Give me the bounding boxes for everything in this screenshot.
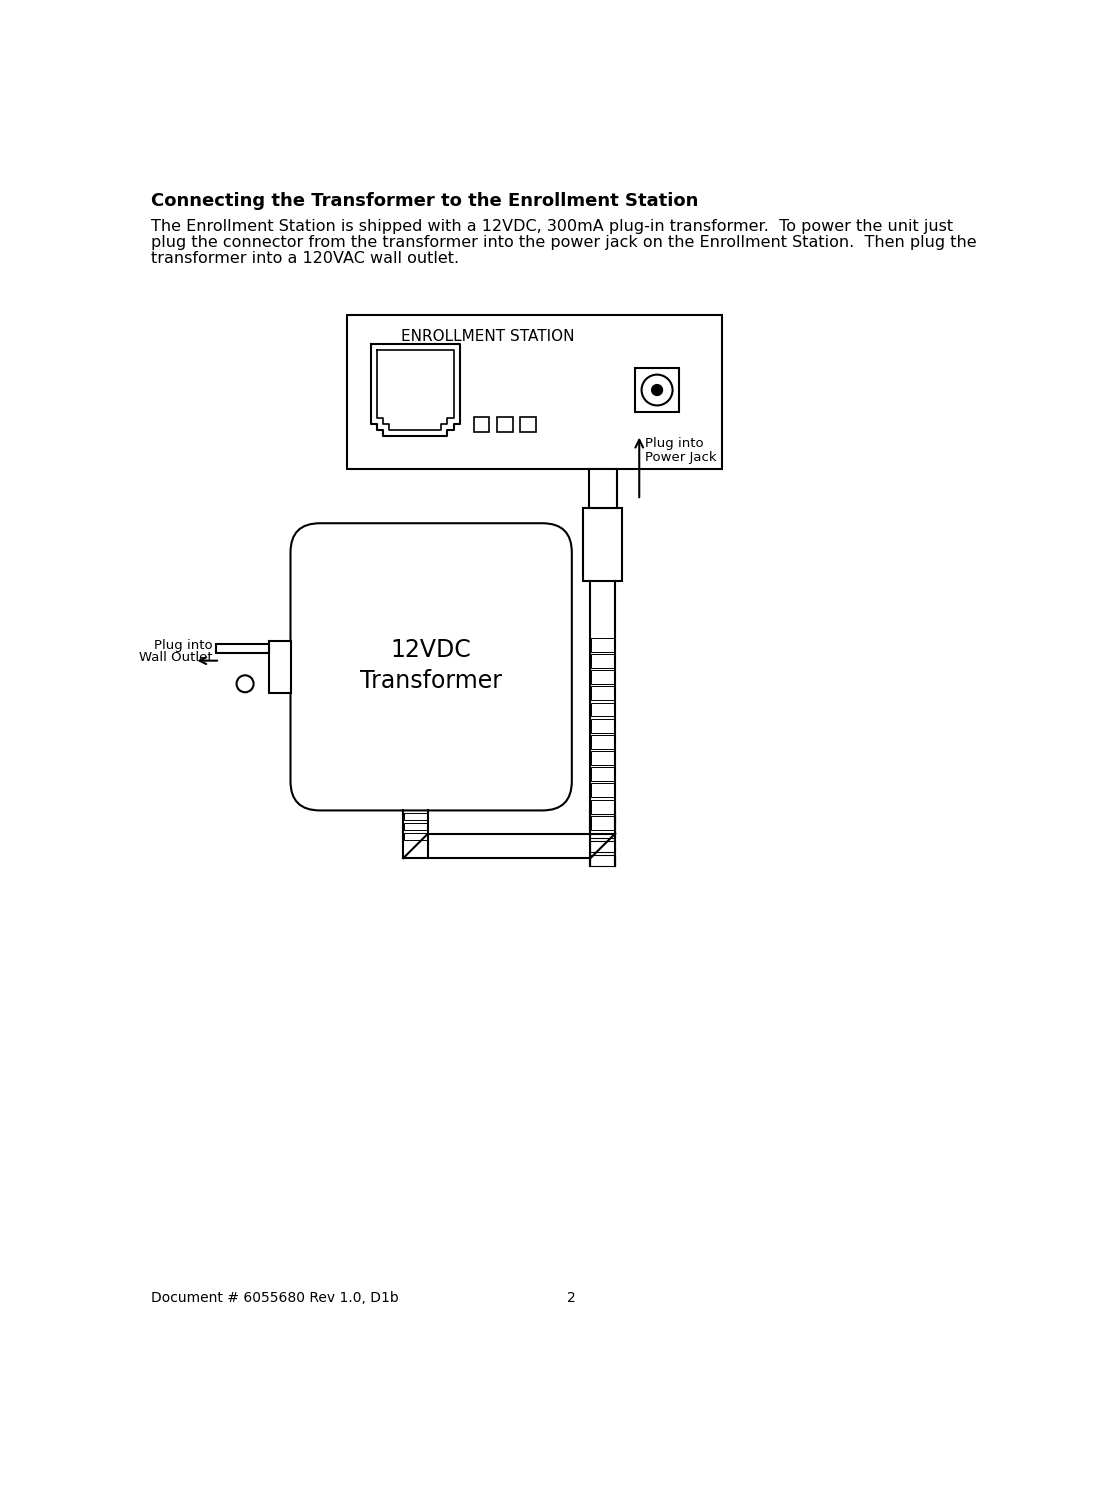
Bar bbox=[474, 416, 489, 433]
Bar bbox=[216, 643, 269, 653]
Bar bbox=[347, 315, 723, 470]
Bar bbox=[591, 686, 614, 700]
Bar bbox=[591, 816, 614, 830]
Bar bbox=[591, 800, 614, 813]
Bar bbox=[589, 470, 617, 507]
Text: Document # 6055680 Rev 1.0, D1b: Document # 6055680 Rev 1.0, D1b bbox=[151, 1291, 399, 1306]
Bar bbox=[591, 841, 615, 852]
Bar bbox=[591, 783, 614, 797]
Bar bbox=[591, 750, 614, 765]
Text: Connecting the Transformer to the Enrollment Station: Connecting the Transformer to the Enroll… bbox=[151, 192, 698, 210]
Bar bbox=[404, 833, 427, 840]
Text: Wall Outlet: Wall Outlet bbox=[138, 651, 212, 664]
Text: 2: 2 bbox=[566, 1291, 575, 1306]
Bar bbox=[636, 369, 679, 412]
Circle shape bbox=[641, 374, 672, 406]
Bar bbox=[591, 703, 614, 716]
Text: The Enrollment Station is shipped with a 12VDC, 300mA plug-in transformer.  To p: The Enrollment Station is shipped with a… bbox=[151, 219, 953, 234]
Text: Plug into: Plug into bbox=[646, 437, 704, 451]
FancyBboxPatch shape bbox=[291, 524, 572, 810]
Bar bbox=[591, 653, 614, 668]
Bar bbox=[404, 822, 427, 831]
Bar bbox=[591, 813, 615, 824]
Bar bbox=[269, 640, 291, 692]
Bar bbox=[591, 855, 615, 865]
Text: 12VDC: 12VDC bbox=[390, 639, 472, 662]
Circle shape bbox=[651, 385, 662, 395]
Text: Transformer: Transformer bbox=[360, 668, 502, 692]
Bar bbox=[591, 670, 614, 685]
Bar bbox=[404, 813, 427, 821]
Bar bbox=[583, 507, 622, 580]
Bar bbox=[591, 767, 614, 782]
Text: Power Jack: Power Jack bbox=[646, 451, 717, 464]
Bar bbox=[591, 828, 615, 839]
Text: Plug into: Plug into bbox=[154, 639, 212, 652]
Bar bbox=[521, 416, 536, 433]
Text: transformer into a 120VAC wall outlet.: transformer into a 120VAC wall outlet. bbox=[151, 252, 459, 267]
Circle shape bbox=[236, 676, 253, 692]
Bar bbox=[591, 719, 614, 733]
Bar bbox=[591, 736, 614, 749]
Bar bbox=[591, 639, 614, 652]
Text: plug the connector from the transformer into the power jack on the Enrollment St: plug the connector from the transformer … bbox=[151, 236, 977, 251]
Bar bbox=[497, 416, 513, 433]
Text: ENROLLMENT STATION: ENROLLMENT STATION bbox=[401, 330, 575, 345]
